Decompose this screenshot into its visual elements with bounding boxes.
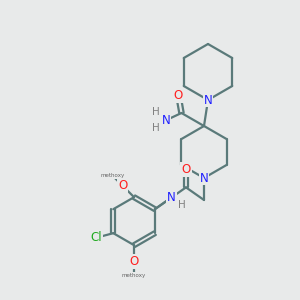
Text: O: O — [129, 255, 139, 268]
Text: methoxy: methoxy — [101, 173, 125, 178]
Text: Cl: Cl — [90, 231, 102, 244]
Text: H: H — [178, 200, 186, 210]
Text: O: O — [174, 89, 183, 102]
Text: methoxy: methoxy — [122, 273, 146, 278]
Text: N: N — [204, 94, 212, 106]
Text: O: O — [182, 163, 190, 176]
Text: O: O — [118, 179, 128, 192]
Text: N: N — [167, 191, 176, 204]
Text: N: N — [162, 114, 170, 127]
Text: N: N — [200, 172, 208, 184]
Text: H: H — [152, 107, 160, 117]
Text: H: H — [152, 123, 160, 133]
